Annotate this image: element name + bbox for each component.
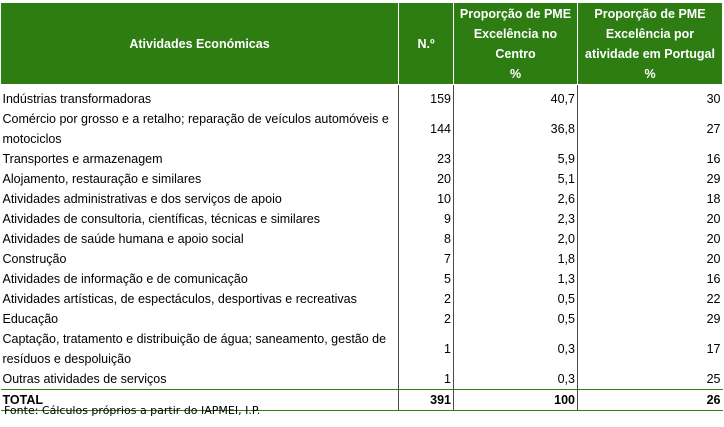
cell-activity: Transportes e armazenagem [0,149,399,169]
header-prop-portugal: Proporção de PME Excelência por atividad… [577,2,723,85]
cell-n: 2 [398,309,454,329]
header-activity: Atividades Económicas [0,2,399,85]
total-prop-centro: 100 [453,389,578,411]
cell-prop-centro: 0,5 [453,309,578,329]
cell-activity: Indústrias transformadoras [0,84,399,109]
header-prop-centro: Proporção de PME Excelência no Centro % [453,2,578,85]
cell-activity: Atividades de consultoria, científicas, … [0,209,399,229]
header-prop-centro-line: Excelência no [473,26,558,41]
cell-prop-portugal: 22 [706,292,721,306]
cell-n: 1 [398,329,454,369]
cell-activity: Captação, tratamento e distribuição de á… [0,329,399,369]
cell-prop-centro: 5,1 [453,169,578,189]
cell-prop-portugal: 29 [706,312,721,326]
table-row: Atividades de informação e de comunicaçã… [0,269,723,289]
header-n: N.º [398,2,454,85]
table-row: Captação, tratamento e distribuição de á… [0,329,723,369]
cell-n: 8 [398,229,454,249]
cell-prop-centro: 1,3 [453,269,578,289]
cell-prop-portugal: 27 [706,122,721,136]
header-prop-centro-line: Centro [495,46,536,61]
cell-activity: Outras atividades de serviços [0,369,399,390]
cell-activity: Atividades administrativas e dos serviço… [0,189,399,209]
cell-prop-portugal: 20 [706,252,721,266]
cell-prop-centro: 1,8 [453,249,578,269]
cell-prop-centro: 5,9 [453,149,578,169]
cell-n: 23 [398,149,454,169]
table-row: Indústrias transformadoras 159 40,7 30 [0,84,723,109]
cell-n: 159 [398,84,454,109]
cell-n: 10 [398,189,454,209]
cell-activity: Atividades artísticas, de espectáculos, … [0,289,399,309]
cell-prop-centro: 0,3 [453,329,578,369]
cell-prop-portugal: 20 [706,232,721,246]
header-prop-centro-line: Proporção de PME [459,6,572,21]
cell-prop-centro: 40,7 [453,84,578,109]
header-row: Atividades Económicas N.º Proporção de P… [0,2,723,85]
table-row: Construção 7 1,8 20 [0,249,723,269]
cell-n: 144 [398,109,454,149]
cell-prop-portugal: 25 [706,372,721,386]
cell-activity: Comércio por grosso e a retalho; reparaç… [0,109,399,149]
cell-prop-centro: 36,8 [453,109,578,149]
cell-n: 9 [398,209,454,229]
cell-prop-centro: 2,3 [453,209,578,229]
cell-prop-centro: 2,0 [453,229,578,249]
table-row: Outras atividades de serviços 1 0,3 25 [0,369,723,390]
cell-prop-portugal: 16 [706,152,721,166]
table-row: Atividades administrativas e dos serviço… [0,189,723,209]
table-row: Atividades de consultoria, científicas, … [0,209,723,229]
header-prop-centro-line: % [509,66,522,81]
header-prop-portugal-line: Proporção de PME [594,6,706,21]
header-prop-portugal-line: Excelência por [605,26,695,41]
total-prop-portugal: 26 [577,389,723,411]
table-row: Transportes e armazenagem 23 5,9 16 [0,149,723,169]
source-note: Fonte: Cálculos próprios a partir do IAP… [4,404,261,417]
total-row: TOTAL 391 100 26 [0,389,723,411]
table-row: Alojamento, restauração e similares 20 5… [0,169,723,189]
header-prop-portugal-line: % [644,66,656,81]
cell-activity: Alojamento, restauração e similares [0,169,399,189]
activity-table: Atividades Económicas N.º Proporção de P… [0,2,723,411]
cell-prop-portugal: 30 [706,92,721,106]
cell-prop-portugal: 29 [706,172,721,186]
cell-n: 5 [398,269,454,289]
cell-n: 20 [398,169,454,189]
cell-activity: Educação [0,309,399,329]
cell-prop-portugal: 16 [706,272,721,286]
cell-prop-centro: 0,3 [453,369,578,390]
cell-activity: Atividades de informação e de comunicaçã… [0,269,399,289]
table-row: Educação 2 0,5 29 [0,309,723,329]
cell-activity: Construção [0,249,399,269]
cell-prop-centro: 2,6 [453,189,578,209]
header-prop-portugal-line: atividade em Portugal [585,46,715,61]
cell-prop-portugal: 17 [706,342,721,356]
table-row: Comércio por grosso e a retalho; reparaç… [0,109,723,149]
total-n: 391 [398,389,454,411]
total-label: TOTAL [0,389,399,411]
cell-prop-centro: 0,5 [453,289,578,309]
cell-prop-portugal: 20 [706,212,721,226]
cell-prop-portugal: 18 [706,192,721,206]
cell-n: 2 [398,289,454,309]
cell-activity: Atividades de saúde humana e apoio socia… [0,229,399,249]
table-row: Atividades artísticas, de espectáculos, … [0,289,723,309]
cell-n: 7 [398,249,454,269]
cell-n: 1 [398,369,454,390]
table-row: Atividades de saúde humana e apoio socia… [0,229,723,249]
